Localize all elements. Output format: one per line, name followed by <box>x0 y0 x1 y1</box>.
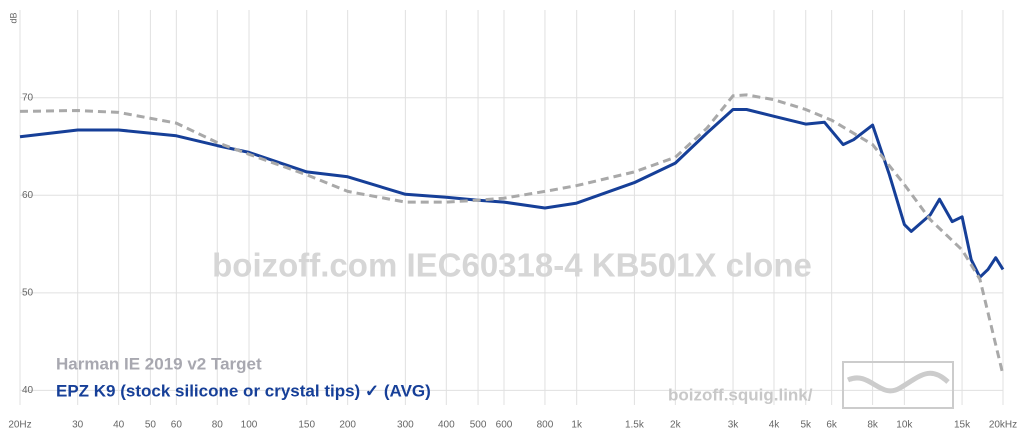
x-tick-label: 4k <box>769 420 781 431</box>
x-tick-label: 40 <box>113 420 125 431</box>
y-tick-label: 50 <box>22 287 34 298</box>
y-tick-label: 40 <box>22 385 34 396</box>
x-tick-label: 100 <box>241 420 258 431</box>
x-tick-label: 15k <box>954 420 971 431</box>
legend-entry: EPZ K9 (stock silicone or crystal tips) … <box>56 381 431 400</box>
x-tick-label: 1k <box>571 420 583 431</box>
x-tick-label: 1.5k <box>625 420 645 431</box>
series-line <box>19 93 1005 376</box>
y-tick-label: 60 <box>22 190 34 201</box>
watermark: boizoff.com IEC60318-4 KB501X clone <box>212 247 812 284</box>
x-tick-label: 50 <box>145 420 157 431</box>
x-tick-label: 60 <box>171 420 183 431</box>
y-axis-label: dB <box>8 12 18 23</box>
x-tick-label: 200 <box>339 420 356 431</box>
legend-entry: Harman IE 2019 v2 Target <box>56 354 262 373</box>
x-tick-label: 20Hz <box>8 420 31 431</box>
x-tick-label: 400 <box>438 420 455 431</box>
y-tick-label: 70 <box>22 92 34 103</box>
tick-labels: 20Hz 30 40 50 60 80 100 150 200 300 400 500 600 800 1k… <box>8 92 1017 430</box>
legend: Harman IE 2019 v2 Target EPZ K9 (stock si… <box>56 354 431 400</box>
logo-box <box>842 361 954 409</box>
logo <box>842 361 954 409</box>
grid <box>19 10 1004 405</box>
x-tick-label: 10k <box>896 420 913 431</box>
x-tick-label: 6k <box>826 420 838 431</box>
x-tick-label: 80 <box>212 420 224 431</box>
series-line <box>19 108 1005 279</box>
x-tick-label: 8k <box>867 420 879 431</box>
x-tick-label: 800 <box>537 420 554 431</box>
x-tick-label: 2k <box>670 420 682 431</box>
x-tick-label: 5k <box>800 420 812 431</box>
x-tick-label: 3k <box>728 420 740 431</box>
x-tick-label: 150 <box>298 420 315 431</box>
x-tick-label: 500 <box>470 420 487 431</box>
x-tick-label: 30 <box>72 420 84 431</box>
x-tick-label: 20kHz <box>989 420 1017 431</box>
logo-wave <box>846 370 950 394</box>
x-tick-label: 600 <box>496 420 513 431</box>
x-tick-label: 300 <box>397 420 414 431</box>
site-label: boizoff.squig.link/ <box>668 385 813 404</box>
